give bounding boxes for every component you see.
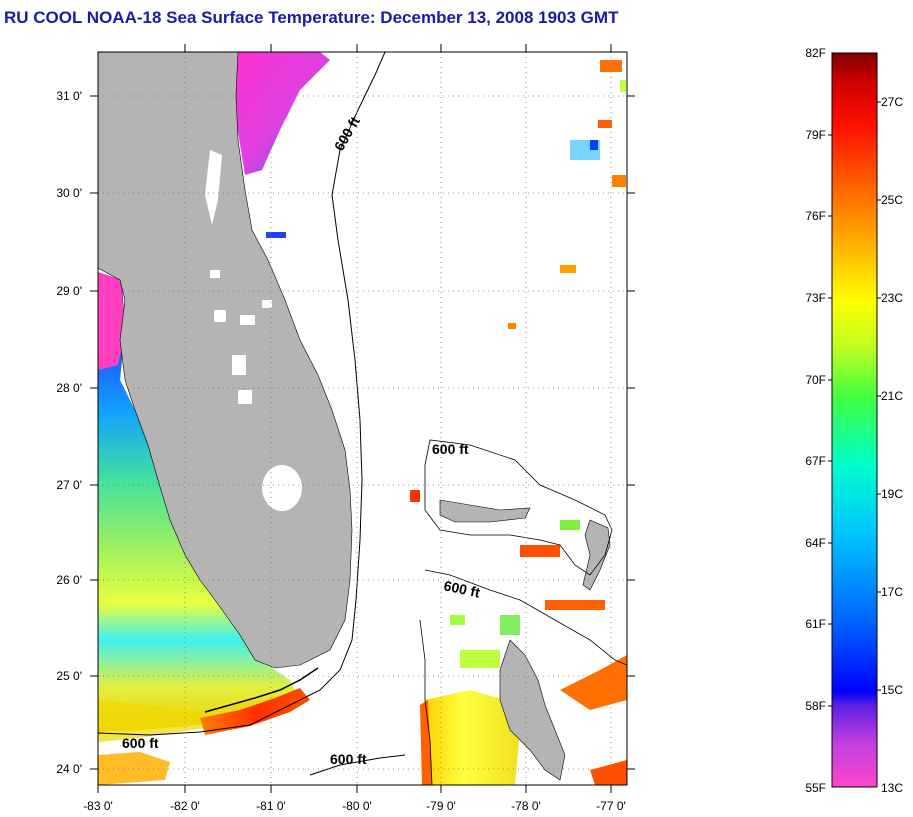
abaco-island xyxy=(582,519,611,591)
lat-tick-label: 31 0' xyxy=(56,89,82,103)
map-frame xyxy=(97,51,628,786)
colorbar-f-label: 67F xyxy=(805,454,826,468)
colorbar-c-label: 21C xyxy=(881,389,903,403)
isobath-600ft-florida xyxy=(98,52,386,736)
sst-gulf-stream-south xyxy=(425,690,520,785)
axis-ticks xyxy=(90,44,635,793)
page-title: RU COOL NOAA-18 Sea Surface Temperature:… xyxy=(4,8,619,27)
contour-label-keys: 600 ft xyxy=(122,735,159,751)
colorbar-ticks xyxy=(828,101,881,707)
lon-axis: -83 0' -82 0' -81 0' -80 0' -79 0' -78 0… xyxy=(83,799,626,813)
lat-tick-label: 29 0' xyxy=(56,284,82,298)
colorbar-c-label: 13C xyxy=(881,781,903,795)
sst-florida-keys-warm xyxy=(200,688,310,735)
lat-axis: 31 0' 30 0' 29 0' 28 0' 27 0' 26 0' 25 0… xyxy=(56,89,82,776)
colorbar-c-label: 25C xyxy=(881,193,903,207)
sst-gulf-shelf xyxy=(98,272,300,732)
colorbar-f-label: 64F xyxy=(805,536,826,550)
lat-tick-label: 26 0' xyxy=(56,573,82,587)
little-bahama-bank-outline xyxy=(424,439,613,576)
colorbar-fahrenheit-labels: 82F 79F 76F 73F 70F 67F 64F 61F 58F 55F xyxy=(805,46,826,795)
colorbar-f-label: 82F xyxy=(805,46,826,60)
lon-tick-label: -79 0' xyxy=(426,799,456,813)
sst-gulf-southwest xyxy=(98,752,170,785)
great-bahama-bank-outline xyxy=(419,569,627,785)
grand-bahama-island xyxy=(439,499,531,523)
contour-label-bahama-bank: 600 ft xyxy=(442,577,481,600)
lat-tick-label: 28 0' xyxy=(56,381,82,395)
colorbar-c-label: 17C xyxy=(881,585,903,599)
colorbar-c-label: 19C xyxy=(881,487,903,501)
colorbar-f-label: 55F xyxy=(805,781,826,795)
lat-tick-label: 27 0' xyxy=(56,478,82,492)
contour-label-grand-bahama: 600 ft xyxy=(432,441,469,457)
colorbar-f-label: 58F xyxy=(805,699,826,713)
lon-tick-label: -83 0' xyxy=(83,799,113,813)
graticule xyxy=(98,52,627,785)
sst-southeast-warm xyxy=(560,655,627,710)
lat-tick-label: 25 0' xyxy=(56,669,82,683)
sst-gulf-south xyxy=(98,690,300,742)
lon-tick-label: -77 0' xyxy=(596,799,626,813)
lon-tick-label: -80 0' xyxy=(342,799,372,813)
colorbar-c-label: 27C xyxy=(881,95,903,109)
lake-okeechobee xyxy=(262,465,302,511)
isobath-600ft-south xyxy=(309,754,406,776)
colorbar-c-label: 15C xyxy=(881,683,903,697)
lon-tick-label: -82 0' xyxy=(170,799,200,813)
colorbar-f-label: 73F xyxy=(805,291,826,305)
colorbar-f-label: 61F xyxy=(805,617,826,631)
colorbar-f-label: 79F xyxy=(805,128,826,142)
sst-southeast-corner xyxy=(590,760,627,785)
sst-gulf-stream-edge xyxy=(420,700,432,785)
colorbar: 82F 79F 76F 73F 70F 67F 64F 61F 58F 55F … xyxy=(805,46,903,795)
lat-tick-label: 24 0' xyxy=(56,762,82,776)
andros-island xyxy=(499,639,566,781)
map-panel: 600 ft 600 ft 600 ft 600 ft 600 ft xyxy=(98,52,627,785)
lon-tick-label: -78 0' xyxy=(511,799,541,813)
lon-tick-label: -81 0' xyxy=(256,799,286,813)
inland-lakes xyxy=(205,150,272,404)
sst-nw-gulf-patch xyxy=(98,275,126,370)
sst-georgia-coast xyxy=(235,52,330,175)
colorbar-celsius-labels: 27C 25C 23C 21C 19C 17C 15C 13C xyxy=(881,95,903,795)
sst-scattered-patches xyxy=(213,60,626,668)
colorbar-f-label: 70F xyxy=(805,373,826,387)
florida-land xyxy=(98,52,353,669)
colorbar-c-label: 23C xyxy=(881,291,903,305)
lat-tick-label: 30 0' xyxy=(56,186,82,200)
contour-label-south: 600 ft xyxy=(330,751,367,767)
florida-keys xyxy=(204,667,319,713)
colorbar-gradient xyxy=(831,52,878,788)
colorbar-f-label: 76F xyxy=(805,209,826,223)
